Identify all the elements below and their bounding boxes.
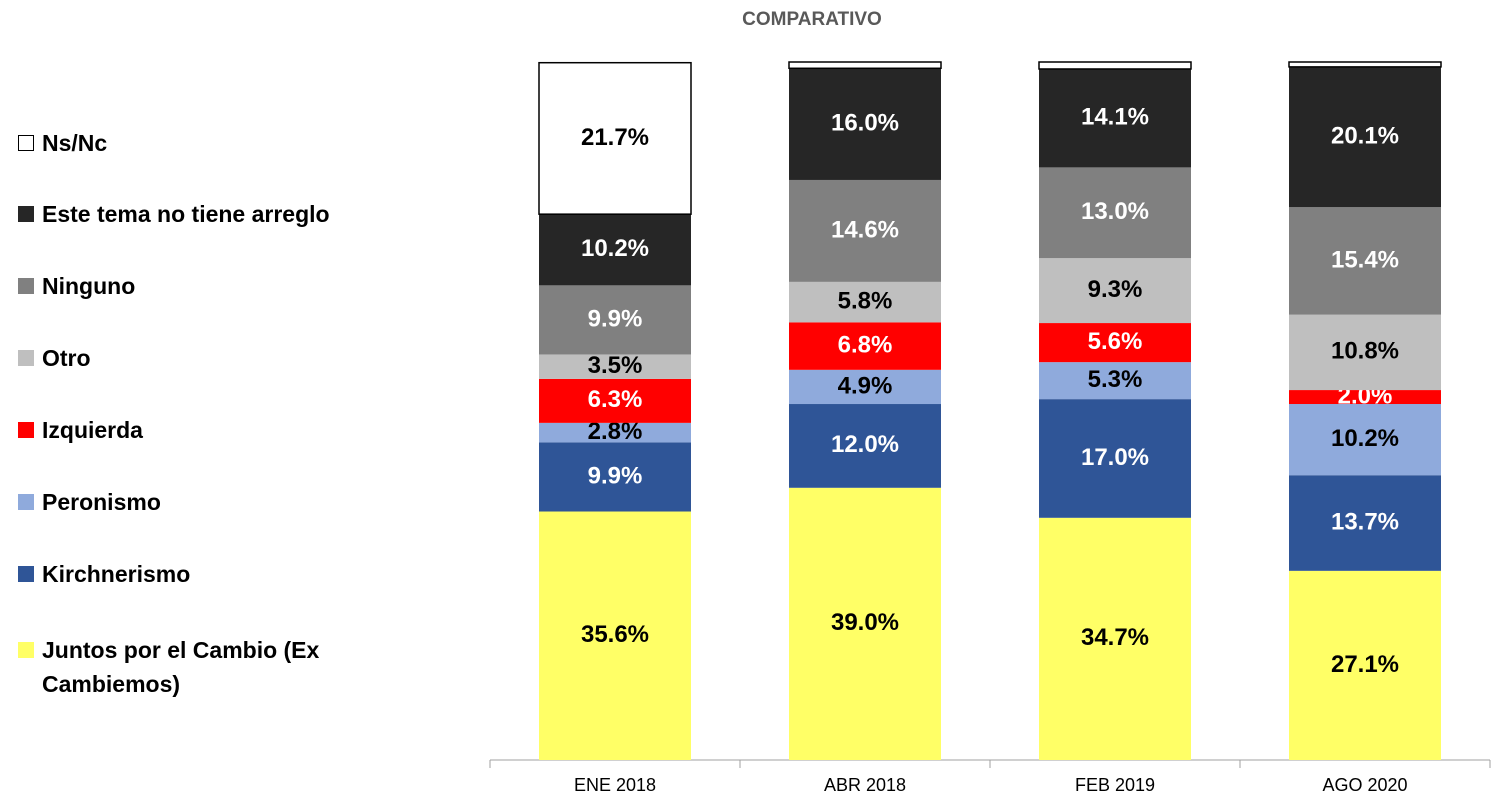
data-label: 5.8% [838, 287, 893, 314]
legend-label: Ninguno [42, 273, 136, 299]
bar-segment [539, 354, 691, 379]
legend-swatch [18, 278, 34, 294]
data-label: 10.2% [1331, 425, 1399, 452]
bar-segment [1039, 167, 1191, 259]
legend-label: Otro [42, 345, 91, 371]
data-label: 21.7% [581, 124, 649, 151]
legend-item: Ninguno [18, 269, 398, 303]
bar-segment [1039, 399, 1191, 518]
bar-segment [1038, 61, 1192, 70]
legend-swatch [18, 422, 34, 438]
legend-swatch [18, 566, 34, 582]
bar-segment [539, 442, 691, 512]
legend-label: Juntos por el Cambio (Ex Cambiemos) [42, 637, 320, 697]
bar-segment [1289, 404, 1441, 476]
bar-segment [1039, 68, 1191, 168]
legend-item: Izquierda [18, 413, 398, 447]
data-label: 10.2% [581, 235, 649, 262]
data-label: 6.3% [588, 386, 643, 413]
legend-item: Juntos por el Cambio (Ex Cambiemos) [18, 633, 398, 701]
data-label: 16.0% [831, 109, 899, 136]
data-label: 9.3% [1088, 276, 1143, 303]
x-tick-label: AGO 2020 [1322, 775, 1407, 795]
legend-swatch [18, 135, 34, 151]
data-label: 5.6% [1088, 328, 1143, 355]
data-label: 13.7% [1331, 508, 1399, 535]
bar-segment [789, 487, 941, 760]
bar-segment [789, 322, 941, 370]
x-tick-label: ENE 2018 [574, 775, 656, 795]
bar-segment [789, 404, 941, 488]
legend-item: Peronismo [18, 485, 398, 519]
legend-label: Izquierda [42, 417, 143, 443]
chart-title: COMPARATIVO [742, 9, 882, 30]
data-label: 12.0% [831, 431, 899, 458]
legend-swatch [18, 642, 34, 658]
data-label: 9.9% [588, 305, 643, 332]
bar-segment [539, 422, 691, 443]
legend-item: Otro [18, 341, 398, 375]
bar-segment [539, 511, 691, 760]
legend-item: Kirchnerismo [18, 557, 398, 591]
bar-segment [1289, 314, 1441, 391]
bar-segment [789, 369, 941, 405]
data-label: 4.9% [838, 372, 893, 399]
bar-segment [1289, 66, 1441, 208]
data-label: 27.1% [1331, 651, 1399, 678]
data-label: 17.0% [1081, 444, 1149, 471]
legend-swatch [18, 206, 34, 222]
data-label: 14.6% [831, 216, 899, 243]
bar-segment [1289, 475, 1441, 571]
legend-label: Peronismo [42, 489, 161, 515]
bar-segment [1039, 258, 1191, 324]
data-label: 13.0% [1081, 198, 1149, 225]
bar-segment [539, 378, 691, 423]
bar-segment [1039, 362, 1191, 400]
data-label: 5.3% [1088, 366, 1143, 393]
data-label: 15.4% [1331, 246, 1399, 273]
bar-segment [789, 281, 941, 323]
bar-segment [788, 61, 942, 70]
data-label: 6.8% [838, 331, 893, 358]
bar-segment [1288, 61, 1442, 68]
data-label: 3.5% [588, 352, 643, 379]
x-tick-label: ABR 2018 [824, 775, 906, 795]
bar-segment [1289, 207, 1441, 315]
legend-item: Ns/Nc [18, 126, 398, 160]
bar-segment [1289, 390, 1441, 405]
data-label: 39.0% [831, 609, 899, 636]
bar-segment [539, 214, 691, 286]
bar-segment [539, 285, 691, 355]
data-label: 35.6% [581, 621, 649, 648]
bar-segment [538, 61, 692, 215]
legend-label: Este tema no tiene arreglo [42, 201, 330, 227]
legend-item: Este tema no tiene arreglo [18, 197, 398, 231]
data-label: 9.9% [588, 462, 643, 489]
legend-label: Kirchnerismo [42, 561, 191, 587]
data-label: 10.8% [1331, 338, 1399, 365]
bar-segment [789, 179, 941, 282]
bar-segment [1039, 323, 1191, 363]
data-label: 14.1% [1081, 104, 1149, 131]
legend-swatch [18, 350, 34, 366]
data-label: 34.7% [1081, 624, 1149, 651]
bar-segment [1039, 517, 1191, 760]
legend-swatch [18, 494, 34, 510]
x-tick-label: FEB 2019 [1075, 775, 1155, 795]
data-label: 20.1% [1331, 122, 1399, 149]
legend-label: Ns/Nc [42, 130, 108, 156]
bar-segment [1289, 570, 1441, 760]
bar-segment [789, 68, 941, 180]
